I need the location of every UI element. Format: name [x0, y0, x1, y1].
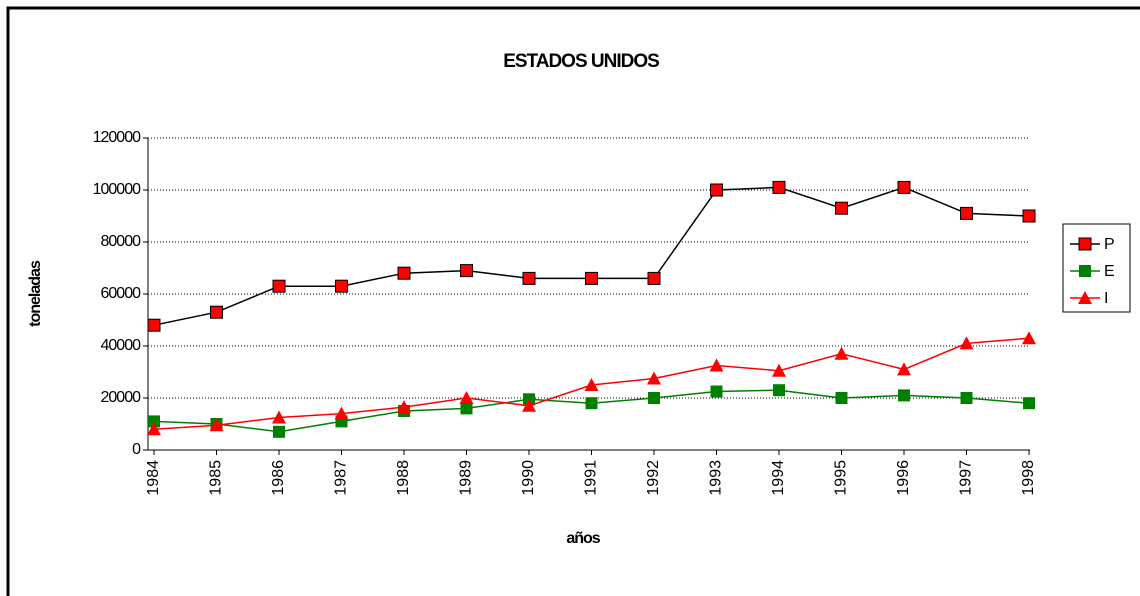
- legend-label: E: [1104, 263, 1115, 280]
- data-point: [835, 392, 848, 404]
- data-point: [1022, 331, 1036, 345]
- x-tick-label: 1986: [270, 460, 287, 496]
- x-tick-label: 1992: [645, 460, 662, 496]
- data-point: [272, 410, 286, 424]
- x-tick-label: 1991: [583, 460, 600, 496]
- data-point: [959, 336, 974, 350]
- data-point: [522, 398, 536, 412]
- data-point: [460, 264, 473, 278]
- data-point: [210, 305, 223, 319]
- data-point: [710, 385, 723, 398]
- data-point: [772, 363, 786, 377]
- data-point: [585, 397, 598, 410]
- chart-title: ESTADOS UNIDOS: [503, 51, 659, 72]
- data-point: [897, 362, 911, 376]
- y-axis-label: toneladas: [27, 260, 44, 327]
- y-tick-label: 60000: [101, 285, 142, 302]
- x-tick-label: 1988: [395, 460, 412, 496]
- data-point: [147, 318, 161, 332]
- x-tick-label: 1989: [458, 460, 475, 496]
- data-point: [1022, 209, 1036, 223]
- data-point: [272, 279, 286, 293]
- data-point: [522, 271, 536, 285]
- data-point: [1023, 397, 1035, 410]
- x-axis-label: años: [566, 530, 600, 547]
- data-point: [460, 402, 473, 415]
- data-point: [397, 266, 411, 280]
- x-tick-label: 1996: [895, 460, 912, 496]
- data-point: [148, 415, 160, 428]
- data-point: [710, 183, 723, 197]
- x-tick-label: 1990: [520, 460, 537, 496]
- data-point: [835, 201, 848, 215]
- x-tick-label: 1993: [708, 460, 725, 496]
- data-point: [897, 180, 911, 194]
- data-point: [647, 371, 661, 385]
- data-point: [772, 180, 786, 194]
- data-point: [960, 392, 973, 404]
- y-tick-label: 40000: [101, 337, 142, 354]
- x-tick-label: 1994: [770, 460, 787, 496]
- x-tick-label: 1997: [958, 460, 975, 496]
- x-tick-label: 1984: [145, 460, 162, 496]
- legend-marker: [1079, 265, 1091, 277]
- data-point: [209, 418, 224, 432]
- data-point: [709, 358, 724, 372]
- data-point: [397, 400, 411, 414]
- x-tick-label: 1987: [333, 460, 350, 496]
- legend-box: [1062, 223, 1131, 313]
- data-point: [335, 279, 348, 293]
- y-tick-label: 100000: [93, 181, 141, 198]
- data-point: [960, 206, 973, 220]
- data-point: [834, 346, 849, 360]
- legend-marker: [1078, 291, 1092, 304]
- legend-label: P: [1104, 236, 1115, 253]
- data-point: [898, 389, 910, 402]
- data-point: [585, 271, 598, 285]
- data-point: [147, 422, 161, 436]
- y-tick-label: 0: [132, 441, 141, 458]
- y-tick-label: 20000: [101, 389, 142, 406]
- y-tick-label: 80000: [101, 233, 142, 250]
- legend-label: I: [1104, 290, 1108, 307]
- x-tick-label: 1995: [833, 460, 850, 496]
- data-point: [647, 271, 661, 285]
- data-point: [773, 384, 785, 397]
- y-tick-label: 120000: [93, 129, 141, 146]
- data-point: [334, 406, 349, 420]
- data-point: [273, 425, 285, 438]
- data-point: [648, 392, 660, 404]
- legend-marker: [1078, 237, 1092, 251]
- x-tick-label: 1998: [1020, 460, 1037, 496]
- data-point: [584, 378, 599, 391]
- data-point: [459, 391, 474, 404]
- frame: [6, 6, 1140, 596]
- x-tick-label: 1985: [208, 460, 225, 496]
